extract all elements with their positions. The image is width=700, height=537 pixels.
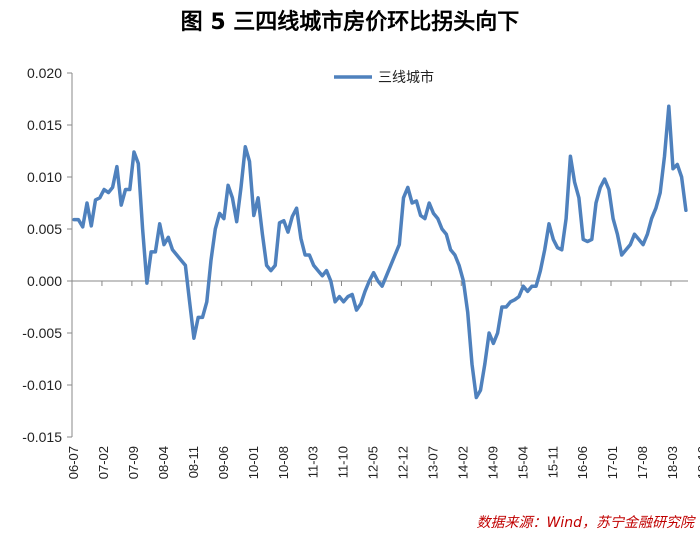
x-tick-label: 15-11: [545, 446, 560, 478]
legend: 三线城市: [334, 69, 434, 86]
x-tick-label: 08-11: [186, 446, 201, 478]
x-tick-label: 10-01: [246, 446, 261, 479]
x-tick-label: 07-02: [96, 446, 111, 479]
x-tick-label: 14-09: [485, 446, 500, 479]
x-axis-ticks: 06-07 07-02 07-09 08-04 08-11 09-06 10-01 10-08…: [66, 281, 700, 479]
x-tick-label: 13-07: [425, 446, 440, 479]
x-tick-label: 06-07: [66, 446, 81, 479]
x-tick-label: 14-02: [455, 446, 470, 479]
y-tick-label: 0.010: [27, 169, 62, 185]
x-tick-label: 12-12: [396, 446, 411, 479]
x-tick-label: 17-08: [635, 446, 650, 479]
x-tick-label: 18-03: [665, 446, 680, 479]
legend-label: 三线城市: [378, 69, 434, 86]
x-tick-label: 15-04: [515, 446, 530, 479]
x-tick-label: 08-04: [156, 446, 171, 479]
x-tick-label: 11-10: [336, 446, 351, 478]
x-tick-label: 16-06: [575, 446, 590, 479]
y-tick-label: 0.000: [27, 273, 62, 289]
x-tick-label: 09-06: [216, 446, 231, 479]
x-tick-label: 07-09: [126, 446, 141, 479]
y-tick-label: 0.015: [27, 117, 62, 133]
y-tick-label: -0.015: [22, 429, 62, 445]
x-tick-label: 12-05: [366, 446, 381, 479]
x-tick-label: 11-03: [306, 446, 321, 478]
source-note: 数据来源：Wind，苏宁金融研究院: [476, 515, 695, 531]
y-tick-label: 0.020: [27, 65, 62, 81]
series-group: [72, 104, 688, 400]
y-tick-label: -0.005: [22, 325, 62, 341]
y-tick-label: -0.010: [22, 377, 62, 393]
x-tick-label: 18-10: [695, 446, 700, 479]
series-line-三线城市: [72, 104, 688, 400]
y-axis-ticks: 0.020 0.015 0.010 0.005 0.000 -0.005 -0.010 -0.…: [22, 65, 72, 445]
axes: [71, 73, 688, 437]
chart-title: 图 5 三四线城市房价环比拐头向下: [180, 10, 520, 35]
x-tick-label: 10-08: [276, 446, 291, 479]
y-tick-label: 0.005: [27, 221, 62, 237]
x-tick-label: 17-01: [605, 446, 620, 479]
